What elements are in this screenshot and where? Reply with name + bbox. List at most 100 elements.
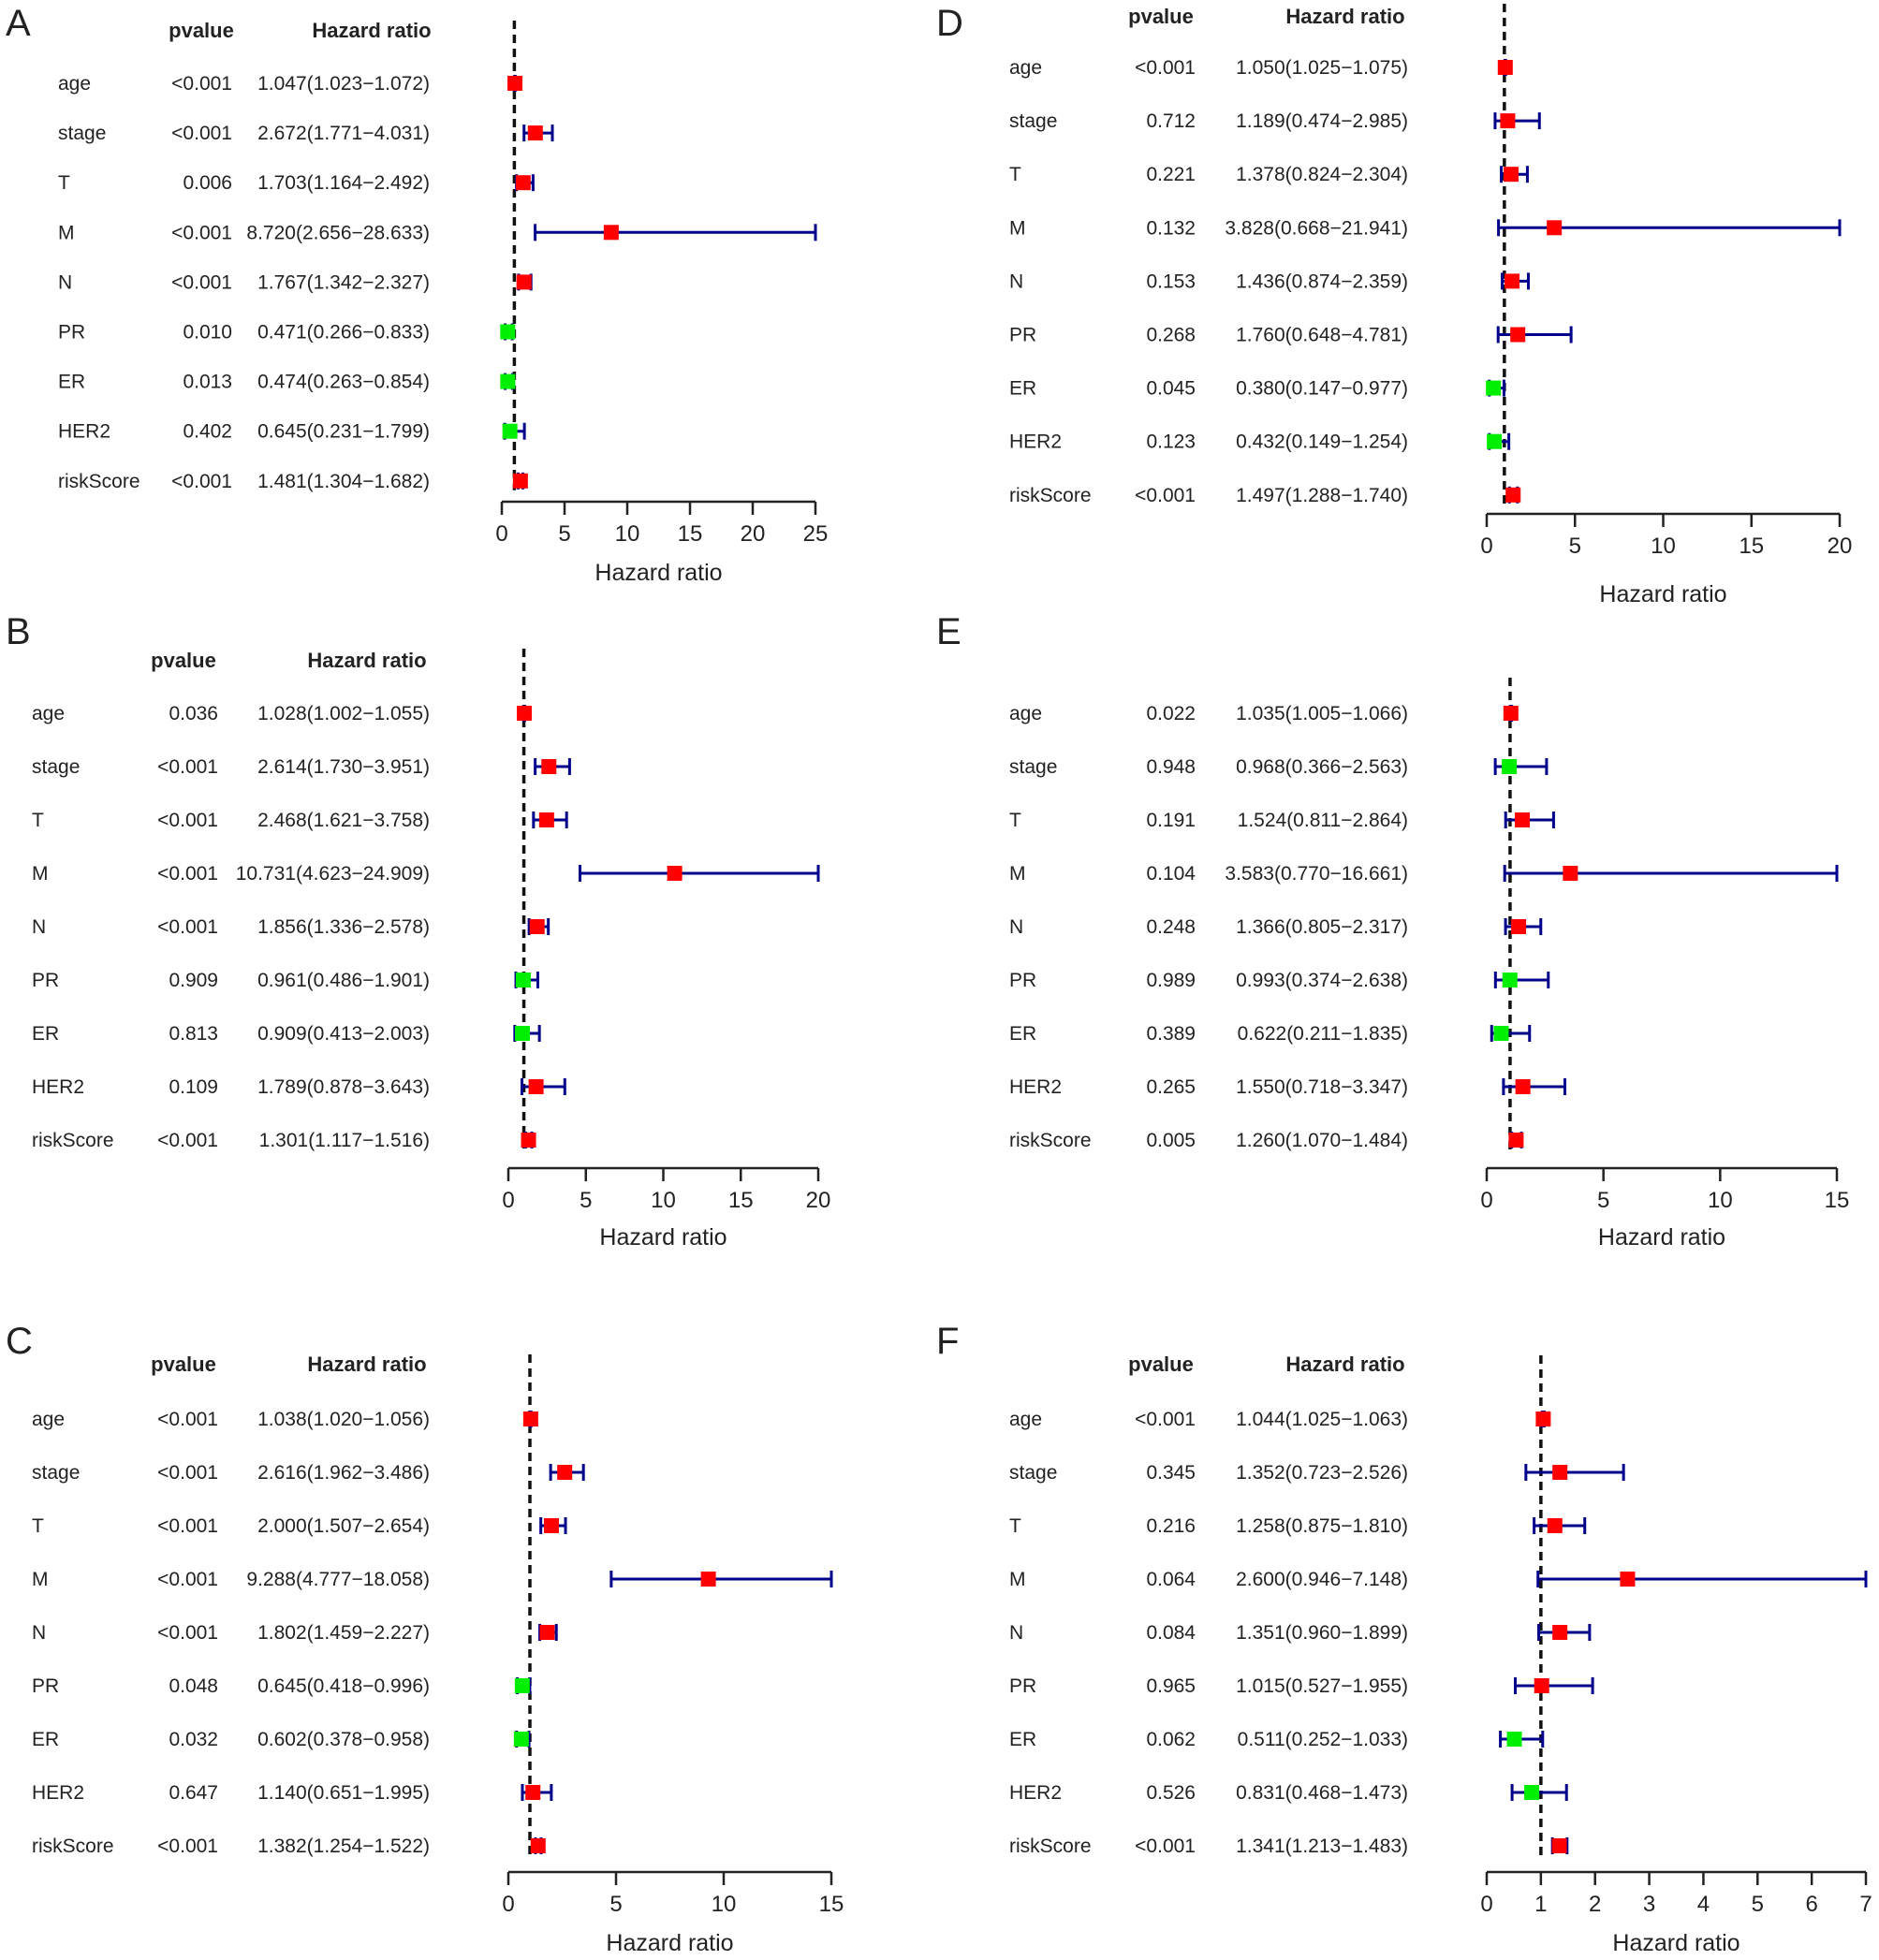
panel-letter: C	[6, 1321, 33, 1362]
variable-label: T	[58, 172, 70, 194]
hazard-ratio-label: 1.802(1.459−2.227)	[257, 1622, 430, 1644]
hazard-ratio-label: 0.831(0.468−1.473)	[1236, 1782, 1408, 1804]
hazard-ratio-marker	[502, 423, 518, 439]
variable-label: T	[1009, 810, 1021, 831]
pvalue-label: 0.402	[183, 421, 232, 443]
pvalue-label: 0.104	[1146, 863, 1196, 885]
variable-label: PR	[32, 970, 59, 991]
variable-label: PR	[58, 322, 85, 344]
variable-label: age	[32, 1409, 65, 1430]
pvalue-label: 0.191	[1146, 810, 1196, 831]
hazard-ratio-marker	[603, 225, 619, 241]
hazard-ratio-marker	[1511, 919, 1527, 934]
x-tick-label: 6	[1805, 1892, 1817, 1917]
hazard-ratio-label: 9.288(4.777−18.058)	[246, 1569, 430, 1590]
hazard-ratio-label: 0.993(0.374−2.638)	[1236, 970, 1408, 991]
variable-label: HER2	[32, 1782, 84, 1804]
pvalue-label: 0.248	[1146, 916, 1196, 938]
pvalue-label: <0.001	[157, 863, 218, 885]
pvalue-label: 0.216	[1146, 1515, 1196, 1537]
hazard-ratio-marker	[500, 324, 516, 340]
x-tick-label: 5	[609, 1892, 622, 1917]
hazard-ratio-label: 1.351(0.960−1.899)	[1236, 1622, 1408, 1644]
pvalue-label: 0.153	[1146, 271, 1196, 292]
x-tick-label: 10	[651, 1188, 676, 1213]
pvalue-label: 0.948	[1146, 756, 1196, 778]
hazard-ratio-label: 1.856(1.336−2.578)	[257, 916, 430, 938]
hazard-ratio-label: 1.703(1.164−2.492)	[257, 172, 430, 194]
variable-label: stage	[1009, 110, 1057, 132]
panel-letter: E	[936, 611, 962, 652]
x-tick-label: 5	[1597, 1188, 1609, 1213]
hazard-ratio-marker	[557, 1465, 573, 1480]
variable-label: stage	[32, 1462, 80, 1484]
hazard-ratio-marker	[667, 866, 683, 881]
variable-label: ER	[1009, 1729, 1036, 1750]
panel-letter: A	[6, 3, 31, 44]
variable-label: M	[32, 863, 49, 885]
panel-letter: B	[6, 611, 31, 652]
header-hazard-ratio: Hazard ratio	[307, 1353, 426, 1376]
hazard-ratio-marker	[1503, 167, 1519, 183]
variable-label: riskScore	[1009, 1130, 1092, 1151]
hazard-ratio-marker	[1505, 487, 1521, 503]
variable-label: stage	[1009, 1462, 1057, 1484]
hazard-ratio-label: 2.468(1.621−3.758)	[257, 810, 430, 831]
hazard-ratio-label: 3.828(0.668−21.941)	[1225, 217, 1408, 239]
hazard-ratio-label: 1.044(1.025−1.063)	[1236, 1409, 1408, 1430]
pvalue-label: 0.989	[1146, 970, 1196, 991]
variable-label: T	[1009, 1515, 1021, 1537]
hazard-ratio-label: 1.378(0.824−2.304)	[1236, 164, 1408, 185]
hazard-ratio-marker	[525, 1785, 541, 1800]
hazard-ratio-marker	[1620, 1572, 1636, 1587]
variable-label: N	[32, 916, 46, 938]
hazard-ratio-label: 1.050(1.025−1.075)	[1236, 57, 1408, 79]
hazard-ratio-label: 1.767(1.342−2.327)	[257, 271, 430, 293]
hazard-ratio-label: 1.047(1.023−1.072)	[257, 73, 430, 95]
variable-label: M	[1009, 863, 1026, 885]
hazard-ratio-label: 1.015(0.527−1.955)	[1236, 1675, 1408, 1697]
hazard-ratio-marker	[530, 1838, 546, 1853]
pvalue-label: 0.132	[1146, 217, 1196, 239]
pvalue-label: <0.001	[171, 73, 232, 95]
pvalue-label: 0.813	[169, 1023, 218, 1045]
variable-label: HER2	[1009, 1782, 1062, 1804]
pvalue-label: <0.001	[157, 756, 218, 778]
hazard-ratio-marker	[1502, 973, 1518, 987]
x-tick-label: 0	[1480, 534, 1492, 559]
hazard-ratio-marker	[1563, 866, 1578, 881]
variable-label: ER	[58, 372, 85, 393]
pvalue-label: <0.001	[157, 1462, 218, 1484]
x-axis-label: Hazard ratio	[599, 1224, 727, 1251]
pvalue-label: 0.032	[169, 1729, 218, 1750]
header-hazard-ratio: Hazard ratio	[1285, 1353, 1404, 1376]
pvalue-label: 0.109	[169, 1076, 218, 1098]
hazard-ratio-marker	[1510, 327, 1526, 343]
variable-label: HER2	[32, 1076, 84, 1098]
pvalue-label: 0.010	[183, 322, 232, 344]
x-tick-label: 3	[1643, 1892, 1655, 1917]
variable-label: T	[1009, 164, 1021, 185]
variable-label: riskScore	[58, 471, 140, 492]
x-tick-label: 2	[1589, 1892, 1601, 1917]
pvalue-label: 0.265	[1146, 1076, 1196, 1098]
variable-label: T	[32, 810, 44, 831]
hazard-ratio-label: 0.432(0.149−1.254)	[1236, 431, 1408, 453]
x-axis-label: Hazard ratio	[1599, 581, 1726, 607]
hazard-ratio-marker	[515, 973, 531, 987]
variable-label: stage	[1009, 756, 1057, 778]
pvalue-label: <0.001	[171, 222, 232, 243]
variable-label: M	[1009, 1569, 1026, 1590]
hazard-ratio-marker	[513, 1732, 529, 1747]
hazard-ratio-marker	[500, 373, 516, 389]
hazard-ratio-label: 2.672(1.771−4.031)	[257, 123, 430, 144]
hazard-ratio-marker	[1515, 1079, 1531, 1094]
hazard-ratio-label: 0.511(0.252−1.033)	[1238, 1729, 1408, 1750]
hazard-ratio-marker	[515, 175, 531, 191]
hazard-ratio-label: 1.789(0.878−3.643)	[257, 1076, 430, 1098]
variable-label: age	[32, 703, 65, 724]
